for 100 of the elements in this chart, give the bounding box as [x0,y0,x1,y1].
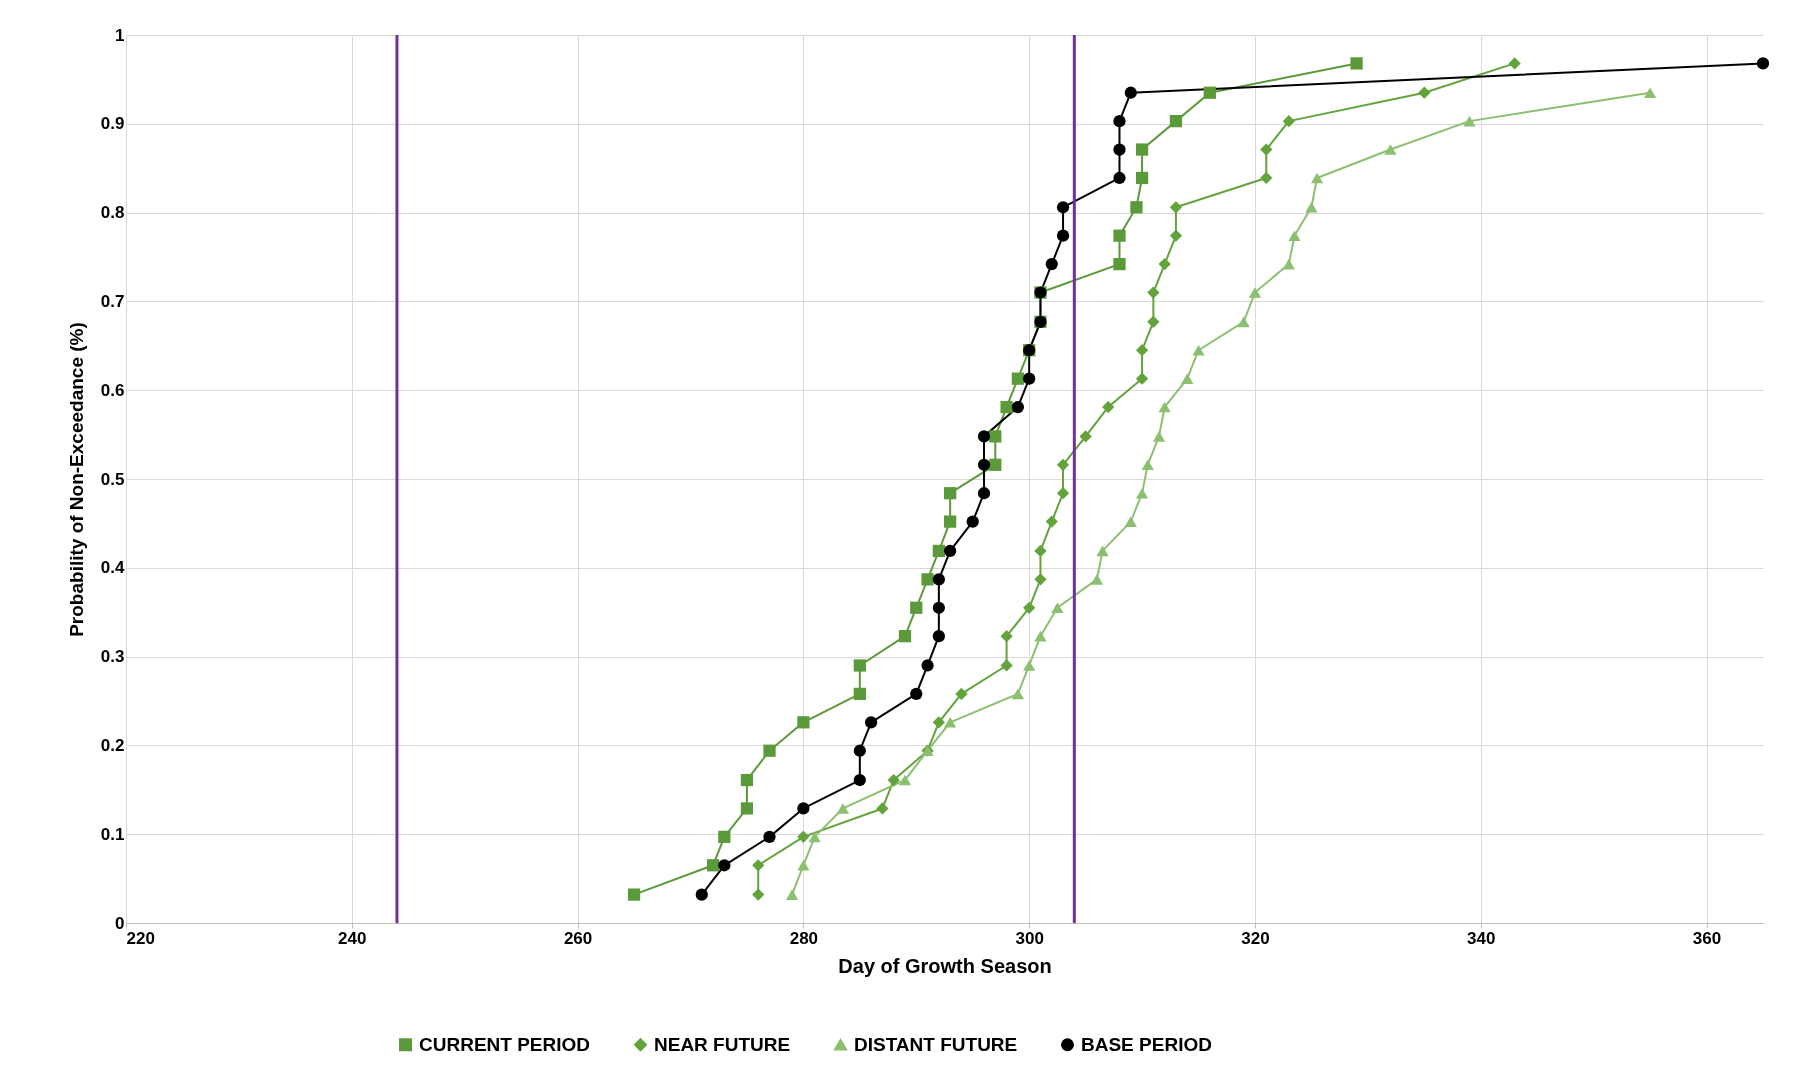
x-tick-label: 280 [789,928,819,948]
point [1113,171,1126,185]
y-tick-label: 0.5 [100,469,125,489]
point [853,687,866,701]
point [627,888,641,901]
point [1113,115,1126,128]
x-tick-label: 240 [338,928,367,948]
point [887,773,900,787]
y-tick-label: 0.2 [100,735,125,755]
point [740,773,754,787]
point [932,573,945,586]
point [1045,257,1058,271]
x-axis-title: Day of Growth Season [838,954,1052,977]
point [944,544,957,558]
point [1000,630,1013,643]
point [1056,229,1070,242]
point [1135,344,1149,357]
point [1169,229,1183,242]
point [1090,574,1104,585]
y-tick-label: 0.1 [100,824,125,844]
point [932,630,945,643]
point [752,888,765,901]
point [1260,171,1273,185]
point [1124,516,1137,527]
point [1011,688,1025,700]
point [944,515,957,528]
point [853,744,866,757]
point [763,830,776,843]
point [718,859,731,872]
point [898,774,912,786]
point [1011,400,1025,414]
legend-label: DISTANT FUTURE [854,1033,1018,1055]
x-tick-label: 340 [1467,928,1496,948]
point [1000,400,1013,414]
point [898,630,912,643]
point [1260,143,1273,156]
point [977,458,991,471]
point [932,544,945,558]
x-tick-label: 300 [1015,928,1044,948]
point [1135,372,1149,385]
y-tick-label: 1 [115,25,125,45]
y-tick-label: 0 [115,913,125,933]
point [1181,373,1194,384]
point [752,859,765,872]
point [1135,171,1149,185]
point [763,744,776,757]
point [910,687,923,701]
legend-label: BASE PERIOD [1081,1033,1212,1055]
point [1310,172,1324,184]
y-tick-label: 0.9 [100,114,125,134]
y-tick-label: 0.3 [100,647,125,667]
point [1203,86,1216,99]
point [740,802,754,815]
point [1130,201,1143,214]
x-tick-label: 220 [126,928,155,948]
point [1045,515,1058,528]
y-tick-label: 0.8 [100,203,125,223]
point [1023,660,1036,671]
y-tick-label: 0.6 [100,380,125,400]
point [944,717,957,728]
point [853,773,866,787]
point [932,716,945,729]
point [1147,315,1160,328]
point [910,601,923,614]
point [1135,487,1149,499]
point [1023,601,1036,614]
point [977,487,991,500]
point [1135,143,1149,156]
x-tick-label: 320 [1241,928,1270,948]
point [853,659,866,672]
point [718,830,731,843]
x-tick-label: 360 [1692,928,1722,948]
point [1056,487,1070,500]
point [1124,86,1137,99]
y-axis-title: Probability of Non-Exceedance (%) [65,322,87,637]
point [1158,257,1171,271]
point [989,458,1002,471]
y-tick-label: 0.4 [100,558,126,578]
point [1248,287,1262,298]
point [955,687,968,701]
point [836,803,850,814]
point [1056,458,1070,471]
legend-label: CURRENT PERIOD [419,1033,591,1055]
point [1169,115,1183,128]
y-tick-label: 0.7 [100,291,125,311]
point [1034,544,1047,558]
point [1011,372,1025,385]
point [1282,115,1295,128]
point [785,889,799,900]
x-tick-label: 260 [563,928,593,948]
point [1282,258,1295,270]
point [932,601,945,614]
point [1023,372,1036,385]
point [864,716,878,729]
point [977,430,991,443]
point [1113,257,1126,271]
point [944,487,957,500]
point [1102,400,1115,414]
point [966,515,979,528]
point [1756,57,1770,70]
